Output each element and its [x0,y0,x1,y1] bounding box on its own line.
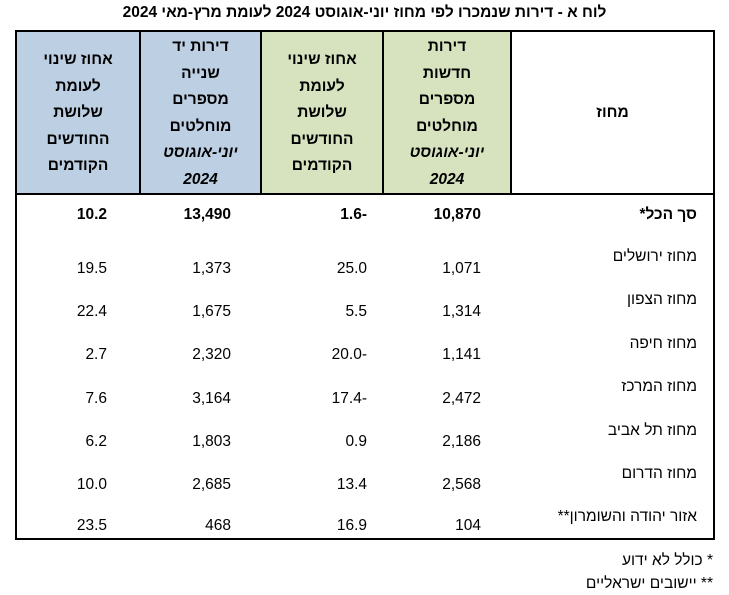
header-used-change-line3: שלושת [53,104,103,122]
header-divider [260,32,262,195]
header-district: מחוז [512,32,713,195]
header-new: דירות חדשות מספרים מוחלטים יוני-אוגוסט 2… [384,32,510,195]
sales-table: אחוז שינוי לעומת שלושת החודשים הקודמים ד… [15,30,715,540]
cell-new-change: -1.6 [340,206,367,223]
header-new-line3: מספרים [418,91,476,108]
cell-used: 3,164 [192,390,231,407]
cell-used-change: 22.4 [76,303,107,320]
table-title: לוח א - דירות שנמכרו לפי מחוז יוני-אוגוס… [122,4,607,21]
cell-new-change: 13.4 [336,476,367,493]
cell-new-change: 25.0 [336,260,367,277]
cell-used-change: 2.7 [85,346,107,363]
cell-district: מחוז הצפון [627,291,697,308]
header-used-change-line4: החודשים [46,130,110,148]
cell-new: 1,071 [442,260,481,277]
header-used-period: יוני-אוגוסט [163,144,238,161]
header-new-change: אחוז שינוי לעומת שלושת החודשים הקודמים [262,32,382,195]
cell-used-change: 10.2 [76,206,107,223]
cell-district: סך הכל* [639,206,697,223]
header-used-line1: דירות יד [172,38,229,55]
cell-used: 468 [205,517,231,534]
header-used-line4: מוחלטים [169,117,232,135]
cell-new: 2,472 [442,390,481,407]
header-new-change-line5: הקודמים [291,157,353,175]
header-new-change-line1: אחוז שינוי [287,51,357,69]
header-used-line3: מספרים [172,91,229,108]
cell-new-change: 5.5 [345,303,367,320]
cell-used: 2,320 [192,346,231,363]
cell-used: 13,490 [183,206,231,223]
cell-new: 1,141 [442,346,481,363]
cell-new: 104 [455,517,481,534]
cell-new-change: 16.9 [336,517,367,534]
header-divider [139,32,141,195]
footnote-settlements: ** יישובים ישראליים [585,575,713,592]
header-new-change-line3: שלושת [297,104,347,122]
header-new-change-line2: לעומת [299,77,345,95]
cell-used-change: 7.6 [85,390,107,407]
header-new-change-line4: החודשים [290,130,354,148]
cell-new: 10,870 [433,206,481,223]
cell-district: מחוז ירושלים [612,248,697,265]
cell-new: 1,314 [442,303,481,320]
header-used: דירות יד שנייה מספרים מוחלטים יוני-אוגוס… [141,32,260,195]
header-divider [382,32,384,195]
cell-new: 2,568 [442,476,481,493]
cell-new-change: -20.0 [331,346,367,363]
cell-new-change: -17.4 [331,390,367,407]
header-divider [510,32,512,195]
cell-used-change: 23.5 [76,517,107,534]
header-new-line4: מוחלטים [416,117,478,135]
cell-district: מחוז תל אביב [607,422,697,439]
cell-district: מחוז חיפה [629,335,697,352]
header-used-change: אחוז שינוי לעומת שלושת החודשים הקודמים [17,32,139,195]
header-district-label: מחוז [596,104,629,122]
header-used-change-line5: הקודמים [47,157,109,175]
header-used-line2: שנייה [181,64,220,82]
header-used-change-line2: לעומת [55,77,101,95]
cell-district: מחוז המרכז [621,378,697,395]
cell-used-change: 19.5 [76,260,107,277]
header-new-period: יוני-אוגוסט [409,144,485,161]
cell-district: מחוז הדרום [621,465,697,482]
cell-used: 1,803 [192,433,231,450]
header-new-line1: דירות [427,38,467,55]
cell-new-change: 0.9 [345,433,367,450]
header-bottom-rule [17,193,713,195]
cell-new: 2,186 [442,433,481,450]
cell-used-change: 10.0 [76,476,107,493]
cell-used: 1,373 [192,260,231,277]
header-new-year: 2024 [429,170,465,188]
header-used-change-line1: אחוז שינוי [43,51,113,69]
cell-used: 1,675 [192,303,231,320]
cell-used-change: 6.2 [85,433,107,450]
cell-district: אזור יהודה והשומרון** [557,508,697,525]
cell-used: 2,685 [192,476,231,493]
header-used-year: 2024 [183,170,218,188]
header-new-line2: חדשות [422,64,472,82]
footnote-unknown: * כולל לא ידוע [622,552,713,569]
